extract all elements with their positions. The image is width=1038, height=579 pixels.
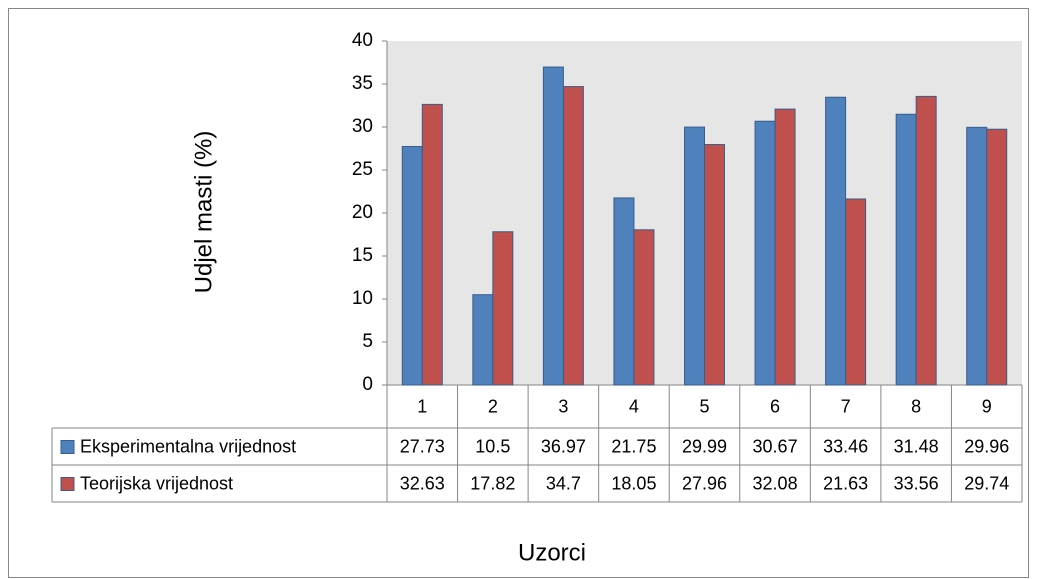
- legend-swatch: [60, 440, 75, 454]
- table-value: 27.73: [400, 436, 445, 456]
- table-value: 17.82: [470, 473, 515, 493]
- x-tick-label: 7: [841, 396, 851, 416]
- bar: [774, 108, 796, 386]
- y-tick-label: 10: [352, 288, 373, 309]
- bar: [633, 229, 655, 386]
- bar: [895, 113, 917, 386]
- table-value: 18.05: [611, 473, 656, 493]
- bar: [492, 231, 514, 386]
- legend-label: Teorijska vrijednost: [80, 473, 233, 493]
- bar: [986, 128, 1008, 386]
- y-tick-label: 5: [362, 331, 373, 352]
- y-axis-title: Udjel masti (%): [190, 131, 217, 294]
- table-value: 31.48: [894, 436, 939, 456]
- x-tick-label: 4: [629, 396, 639, 416]
- y-tick-label: 35: [352, 73, 373, 94]
- table-value: 32.63: [400, 473, 445, 493]
- bar: [542, 66, 564, 386]
- table-value: 29.96: [964, 436, 1009, 456]
- table-value: 10.5: [475, 436, 510, 456]
- bar: [754, 120, 776, 386]
- x-tick-label: 8: [911, 396, 921, 416]
- x-axis-title: Uzorci: [518, 539, 586, 566]
- bar: [825, 96, 847, 386]
- y-tick-label: 15: [352, 245, 373, 266]
- table-value: 36.97: [541, 436, 586, 456]
- bar: [845, 198, 867, 386]
- table-value: 34.7: [546, 473, 581, 493]
- bar: [421, 103, 443, 386]
- x-tick-label: 5: [699, 396, 709, 416]
- y-tick-label: 40: [352, 30, 373, 51]
- table-value: 33.46: [823, 436, 868, 456]
- table-value: 29.99: [682, 436, 727, 456]
- x-tick-label: 3: [558, 396, 568, 416]
- bar: [562, 86, 584, 386]
- bar: [966, 126, 988, 386]
- bar: [613, 197, 635, 386]
- bar: [704, 144, 725, 386]
- y-tick-label: 30: [352, 116, 373, 137]
- y-tick-label: 0: [362, 374, 373, 395]
- y-tick-label: 20: [352, 202, 373, 223]
- table-value: 29.74: [964, 473, 1009, 493]
- table-value: 33.56: [894, 473, 939, 493]
- table-value: 21.75: [611, 436, 656, 456]
- bar: [401, 146, 423, 386]
- bar: [915, 95, 937, 386]
- x-tick-label: 9: [982, 396, 992, 416]
- legend-label: Eksperimentalna vrijednost: [80, 436, 296, 456]
- y-tick-label: 25: [352, 159, 373, 180]
- x-tick-label: 1: [417, 396, 427, 416]
- bar: [684, 126, 705, 386]
- x-tick-label: 2: [488, 396, 498, 416]
- table-value: 30.67: [753, 436, 798, 456]
- legend-swatch: [60, 477, 75, 491]
- table-value: 21.63: [823, 473, 868, 493]
- bar: [472, 294, 494, 386]
- x-tick-label: 6: [770, 396, 780, 416]
- table-value: 27.96: [682, 473, 727, 493]
- table-value: 32.08: [753, 473, 798, 493]
